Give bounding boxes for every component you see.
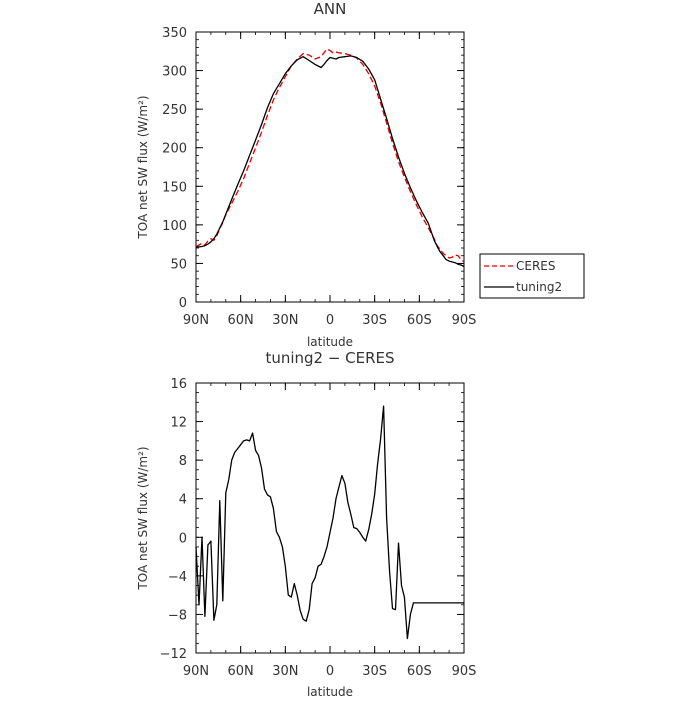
panel-top-series	[195, 48, 465, 268]
panel-top-y-ticks: 0 50 100 150 200 250 300 350	[162, 26, 464, 311]
x-tick-label: 90N	[183, 664, 209, 679]
x-tick-label: 30S	[362, 664, 387, 679]
x-tick-label: 60S	[407, 664, 432, 679]
y-tick-label: 350	[162, 26, 187, 41]
panel-top: ANN 90N 60N 30N 0 30S 60S 90S 0 50 100 150 200 250 3…	[136, 0, 476, 349]
y-tick-label: 0	[179, 296, 187, 311]
y-tick-label: 250	[162, 103, 187, 118]
legend-label-tuning2: tuning2	[516, 280, 562, 294]
x-tick-label: 60N	[228, 664, 254, 679]
panel-bottom: tuning2 − CERES 90N 60N 30N 0 30S 60S 90S −12−…	[136, 349, 476, 699]
y-tick-label: −8	[168, 608, 187, 623]
x-tick-label: 60S	[407, 313, 432, 328]
x-tick-label: 90S	[452, 664, 477, 679]
x-tick-label: 30S	[362, 313, 387, 328]
y-tick-label: 50	[170, 257, 187, 272]
y-tick-label: 0	[179, 531, 187, 546]
panel-bottom-title: tuning2 − CERES	[265, 349, 394, 367]
panel-top-series-line-tuning2	[195, 55, 465, 268]
y-tick-label: 150	[162, 180, 187, 195]
panel-top-plot-frame	[195, 31, 465, 303]
x-tick-label: 90N	[183, 313, 209, 328]
x-tick-label: 30N	[272, 664, 298, 679]
x-tick-label: 90S	[452, 313, 477, 328]
panel-bottom-x-ticks: 90N 60N 30N 0 30S 60S 90S	[183, 383, 477, 679]
panel-top-y-label: TOA net SW flux (W/m²)	[136, 95, 150, 239]
panel-top-series-line-ceres	[195, 48, 465, 263]
y-tick-label: 16	[170, 377, 187, 392]
x-tick-label: 0	[326, 313, 334, 328]
y-tick-label: −4	[168, 570, 187, 585]
panel-bottom-series-line-0	[195, 405, 464, 640]
y-tick-label: −12	[160, 647, 187, 662]
legend-box	[479, 253, 585, 299]
panel-top-x-label: latitude	[307, 335, 353, 349]
panel-bottom-plot-frame	[195, 382, 465, 654]
legend-label-ceres: CERES	[516, 259, 556, 273]
y-tick-label: 4	[179, 493, 187, 508]
x-tick-label: 30N	[272, 313, 298, 328]
panel-bottom-x-label: latitude	[307, 685, 353, 699]
panel-top-x-ticks: 90N 60N 30N 0 30S 60S 90S	[183, 32, 477, 328]
legend: CERES tuning2	[479, 253, 585, 299]
panel-top-title: ANN	[314, 0, 347, 18]
x-tick-label: 60N	[228, 313, 254, 328]
y-tick-label: 12	[170, 416, 187, 431]
y-tick-label: 100	[162, 219, 187, 234]
y-tick-label: 200	[162, 142, 187, 157]
x-tick-label: 0	[326, 664, 334, 679]
panel-bottom-y-ticks: −12 −8 −4 0 4 8 12 16	[160, 377, 464, 662]
y-tick-label: 300	[162, 65, 187, 80]
panel-bottom-y-label: TOA net SW flux (W/m²)	[136, 446, 150, 590]
panel-bottom-series	[195, 405, 464, 640]
y-tick-label: 8	[179, 454, 187, 469]
